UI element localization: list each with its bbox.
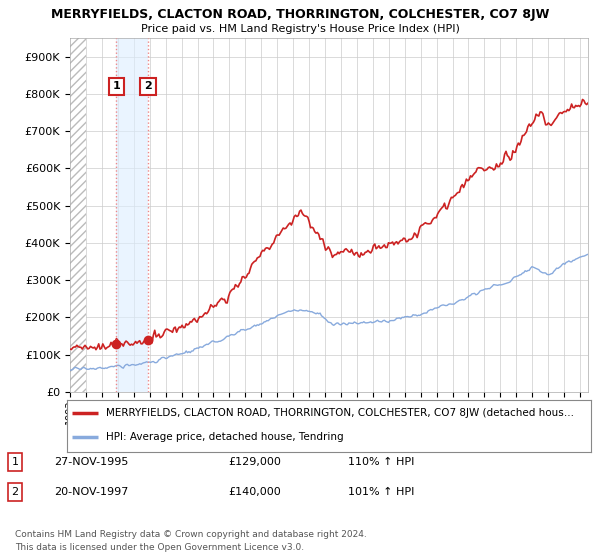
Text: £140,000: £140,000 — [228, 487, 281, 497]
Bar — [116, 38, 148, 392]
Text: 1: 1 — [11, 457, 19, 467]
Text: MERRYFIELDS, CLACTON ROAD, THORRINGTON, COLCHESTER, CO7 8JW: MERRYFIELDS, CLACTON ROAD, THORRINGTON, … — [51, 8, 549, 21]
Text: 101% ↑ HPI: 101% ↑ HPI — [348, 487, 415, 497]
Text: 110% ↑ HPI: 110% ↑ HPI — [348, 457, 415, 467]
Text: 2: 2 — [144, 81, 152, 91]
Text: HPI: Average price, detached house, Tendring: HPI: Average price, detached house, Tend… — [106, 432, 344, 442]
Text: MERRYFIELDS, CLACTON ROAD, THORRINGTON, COLCHESTER, CO7 8JW (detached hous…: MERRYFIELDS, CLACTON ROAD, THORRINGTON, … — [106, 408, 574, 418]
Text: 2: 2 — [11, 487, 19, 497]
Text: 20-NOV-1997: 20-NOV-1997 — [54, 487, 128, 497]
Text: £129,000: £129,000 — [228, 457, 281, 467]
Text: Contains HM Land Registry data © Crown copyright and database right 2024.: Contains HM Land Registry data © Crown c… — [15, 530, 367, 539]
Text: 27-NOV-1995: 27-NOV-1995 — [54, 457, 128, 467]
Text: 1: 1 — [113, 81, 120, 91]
Bar — [70, 38, 86, 392]
Text: This data is licensed under the Open Government Licence v3.0.: This data is licensed under the Open Gov… — [15, 543, 304, 552]
Text: Price paid vs. HM Land Registry's House Price Index (HPI): Price paid vs. HM Land Registry's House … — [140, 24, 460, 34]
